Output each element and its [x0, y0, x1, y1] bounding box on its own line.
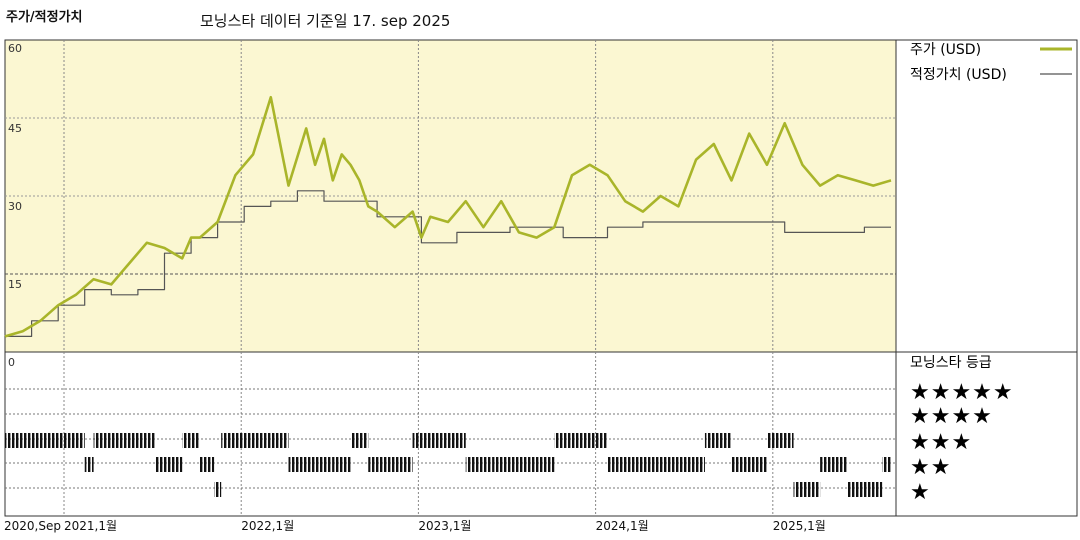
legend-fair-label: 적정가치 (USD): [910, 67, 1007, 83]
axis-ticks: 0 15 30 45 60 2020,Sep 2021,1월 2022,1월 2023,1월 20…: [4, 42, 826, 533]
x-tick-label: 2024,1월: [596, 519, 649, 533]
rating-2-stars: ★★: [910, 455, 951, 480]
rating-bar-3-star: [221, 433, 289, 448]
chart-frame: [4, 39, 1078, 517]
rating-4-stars: ★★★★: [910, 404, 993, 429]
fair-value-line: [5, 190, 891, 337]
y-tick-label: 15: [8, 278, 22, 291]
x-tick-label: 2025,1월: [773, 519, 826, 533]
rating-bar-2-star: [607, 457, 705, 472]
rating-bar-2-star: [731, 457, 767, 472]
rating-bar-3-star: [766, 433, 794, 448]
rating-5-stars: ★★★★★: [910, 380, 1014, 405]
rating-bar-2-star: [288, 457, 333, 472]
legend-rating-title: 모닝스타 등급: [910, 355, 992, 371]
rating-bar-2-star: [155, 457, 183, 472]
rating-bar-3-star: [5, 433, 85, 448]
rating-bar-3-star: [182, 433, 200, 448]
rating-bar-2-star: [465, 457, 493, 472]
rating-bar-1-star: [793, 482, 821, 497]
rating-bar-1-star: [214, 482, 222, 497]
x-tick-label: 2021,1월: [64, 519, 117, 533]
rating-bar-3-star: [704, 433, 732, 448]
rating-bar-2-star: [882, 457, 891, 472]
rating-bar-3-star: [554, 433, 608, 448]
rating-bar-3-star: [412, 433, 466, 448]
y-tick-label: 30: [8, 200, 22, 213]
chart-subtitle: 모닝스타 데이터 기준일 17. sep 2025: [200, 12, 451, 30]
chart-title: 주가/적정가치: [6, 10, 83, 25]
price-line: [4, 95, 892, 338]
rating-bar-3-star: [93, 433, 156, 448]
series-layer: [4, 95, 892, 338]
rating-bar-2-star: [199, 457, 215, 472]
rating-bar-2-star: [820, 457, 847, 472]
x-tick-label: 2022,1월: [241, 519, 294, 533]
rating-bar-2-star: [492, 457, 555, 472]
y-tick-label: 0: [8, 356, 15, 369]
rating-bar-2-star: [84, 457, 94, 472]
x-tick-label: 2020,Sep: [4, 519, 61, 533]
y-tick-label: 60: [8, 42, 22, 55]
rating-bar-2-star: [332, 457, 351, 472]
rating-1-star: ★: [910, 480, 931, 505]
rating-bar-3-star: [350, 433, 369, 448]
x-tick-label: 2023,1월: [418, 519, 471, 533]
legend-price-label: 주가 (USD): [910, 42, 981, 58]
rating-bar-1-star: [846, 482, 883, 497]
y-tick-label: 45: [8, 122, 22, 135]
rating-3-stars: ★★★: [910, 430, 972, 455]
rating-bar-2-star: [368, 457, 413, 472]
rating-bars: [5, 433, 891, 497]
